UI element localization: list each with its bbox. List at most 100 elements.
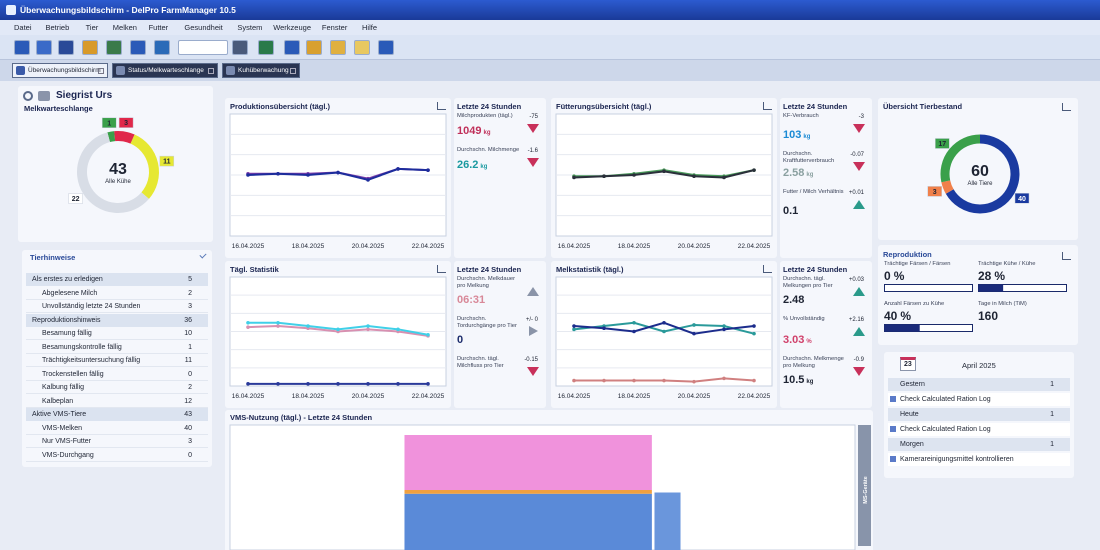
task-row[interactable]: Kamerareinigungsmittel kontrollieren: [888, 453, 1070, 466]
tab-close[interactable]: [208, 68, 214, 74]
metric-value: 160: [978, 309, 999, 323]
menu-item[interactable]: Melken: [112, 23, 137, 32]
tab[interactable]: Status/Melkwarteschlange: [112, 63, 218, 78]
item-row[interactable]: Unvollständig letzte 24 Stunden 3: [26, 300, 208, 313]
point: [366, 178, 370, 182]
chart-icon[interactable]: [763, 102, 772, 110]
nav-icon[interactable]: [38, 91, 50, 101]
metric-value: 0%: [884, 269, 905, 283]
day-row[interactable]: Heute 1: [888, 408, 1070, 421]
kpi-label: Durchschn. Kraftfutterverbrauch: [783, 151, 835, 164]
side-label: MS-Geräte: [863, 476, 869, 504]
item-row[interactable]: Besamung fällig 10: [26, 327, 208, 340]
toolbar-button[interactable]: [330, 40, 346, 55]
graphic: MS-Geräte: [229, 424, 871, 550]
chart-icon[interactable]: [1062, 252, 1071, 260]
notes-title: Tierhinweise: [30, 253, 76, 262]
menu-item[interactable]: Tier: [85, 23, 99, 32]
toolbar-button[interactable]: [258, 40, 274, 55]
trend-arrow: [853, 124, 865, 133]
kpi-value: 26.2 kg: [457, 159, 488, 171]
toolbar-button[interactable]: [82, 40, 98, 55]
item-row[interactable]: VMS-Melken 40: [26, 422, 208, 435]
trend-arrow: [527, 287, 539, 296]
point: [246, 173, 250, 177]
kpi-change: -1.6: [527, 148, 538, 154]
metric-value: 40%: [884, 309, 912, 323]
kpi-unit: %: [806, 339, 812, 345]
queue-title: Melkwarteschlange: [24, 104, 93, 113]
menu-item[interactable]: Betrieb: [45, 23, 70, 32]
menu-item[interactable]: Futter: [148, 23, 169, 32]
chart-icon[interactable]: [437, 265, 446, 273]
toolbar-button[interactable]: [284, 40, 300, 55]
item-count: 2: [188, 384, 192, 391]
item-label: Unvollständig letzte 24 Stunden: [42, 303, 141, 310]
item-row[interactable]: Kalbung fällig 2: [26, 381, 208, 394]
app-icon: [6, 5, 16, 15]
task-row[interactable]: Check Calculated Ration Log: [888, 423, 1070, 436]
menu-item[interactable]: Fenster: [321, 23, 348, 32]
trend-arrow: [529, 326, 538, 336]
segment-label: 1: [107, 120, 111, 127]
day-row[interactable]: Morgen 1: [888, 438, 1070, 451]
tab[interactable]: Überwachungsbildschirm: [12, 63, 108, 78]
x-tick-label: 16.04.2025: [232, 243, 265, 250]
task-icon: [890, 456, 896, 462]
menu-item[interactable]: System: [237, 23, 263, 32]
x-tick-label: 20.04.2025: [352, 243, 385, 250]
kpi-label: Durchschn. Melkmenge pro Melkung: [783, 356, 844, 369]
toolbar-button[interactable]: [178, 40, 228, 55]
day-count: 1: [1050, 411, 1054, 418]
chart-icon[interactable]: [763, 265, 772, 273]
toolbar-button[interactable]: [306, 40, 322, 55]
point: [396, 167, 400, 171]
item-row[interactable]: Kalbeplan 12: [26, 395, 208, 408]
graphic: [527, 158, 539, 167]
group-row[interactable]: Aktive VMS-Tiere 43: [26, 408, 208, 421]
tab[interactable]: Kuhüberwachung: [222, 63, 300, 78]
toolbar-button[interactable]: [154, 40, 170, 55]
donut-segment: [945, 134, 1020, 214]
chart-icon[interactable]: [437, 102, 446, 110]
task-row[interactable]: Check Calculated Ration Log: [888, 393, 1070, 406]
item-row[interactable]: VMS-Durchgang 0: [26, 449, 208, 462]
chart-icon[interactable]: [1062, 103, 1071, 111]
point: [722, 175, 726, 180]
group-row[interactable]: Als erstes zu erledigen 5: [26, 273, 208, 286]
item-row[interactable]: Abgelesene Milch 2: [26, 287, 208, 300]
item-row[interactable]: Trächtigkeitsuntersuchung fällig 11: [26, 354, 208, 367]
menu-item[interactable]: Hilfe: [362, 23, 378, 32]
menu-item[interactable]: Datei: [14, 23, 32, 32]
segment-label: 3: [933, 189, 937, 196]
menu-item[interactable]: Werkzeuge: [273, 23, 311, 32]
toolbar-button[interactable]: [378, 40, 394, 55]
menu-item[interactable]: Gesundheit: [184, 23, 223, 32]
tab-close[interactable]: [98, 68, 104, 74]
item-row[interactable]: Nur VMS-Futter 3: [26, 435, 208, 448]
graphic: [527, 367, 539, 376]
group-row[interactable]: Reproduktionshinweis 36: [26, 313, 208, 327]
tab-close[interactable]: [290, 68, 296, 74]
toolbar-button[interactable]: [106, 40, 122, 55]
kpi-unit: kg: [803, 134, 811, 140]
refresh-icon[interactable]: [23, 91, 33, 101]
toolbar-button[interactable]: [58, 40, 74, 55]
toolbar-button[interactable]: [130, 40, 146, 55]
toolbar-button[interactable]: [354, 40, 370, 55]
segment-label: 3: [124, 120, 128, 127]
x-tick-label: 20.04.2025: [352, 393, 385, 400]
day-row[interactable]: Gestern 1: [888, 378, 1070, 391]
toolbar-button[interactable]: [36, 40, 52, 55]
toolbar-button[interactable]: [232, 40, 248, 55]
item-row[interactable]: Besamungskontrolle fällig 1: [26, 341, 208, 354]
x-tick-label: 18.04.2025: [618, 393, 651, 400]
kpi-label: Durchschn. Tordurchgänge pro Tier: [457, 316, 517, 329]
item-row[interactable]: Trockenstellen fällig 0: [26, 368, 208, 381]
donut-segment: [107, 131, 116, 143]
point: [426, 382, 430, 386]
toolbar-button[interactable]: [14, 40, 30, 55]
toolbar: [0, 35, 1100, 60]
kpi-value: 2.58 kg: [783, 167, 814, 179]
kpi-change: +2.16: [848, 317, 864, 323]
